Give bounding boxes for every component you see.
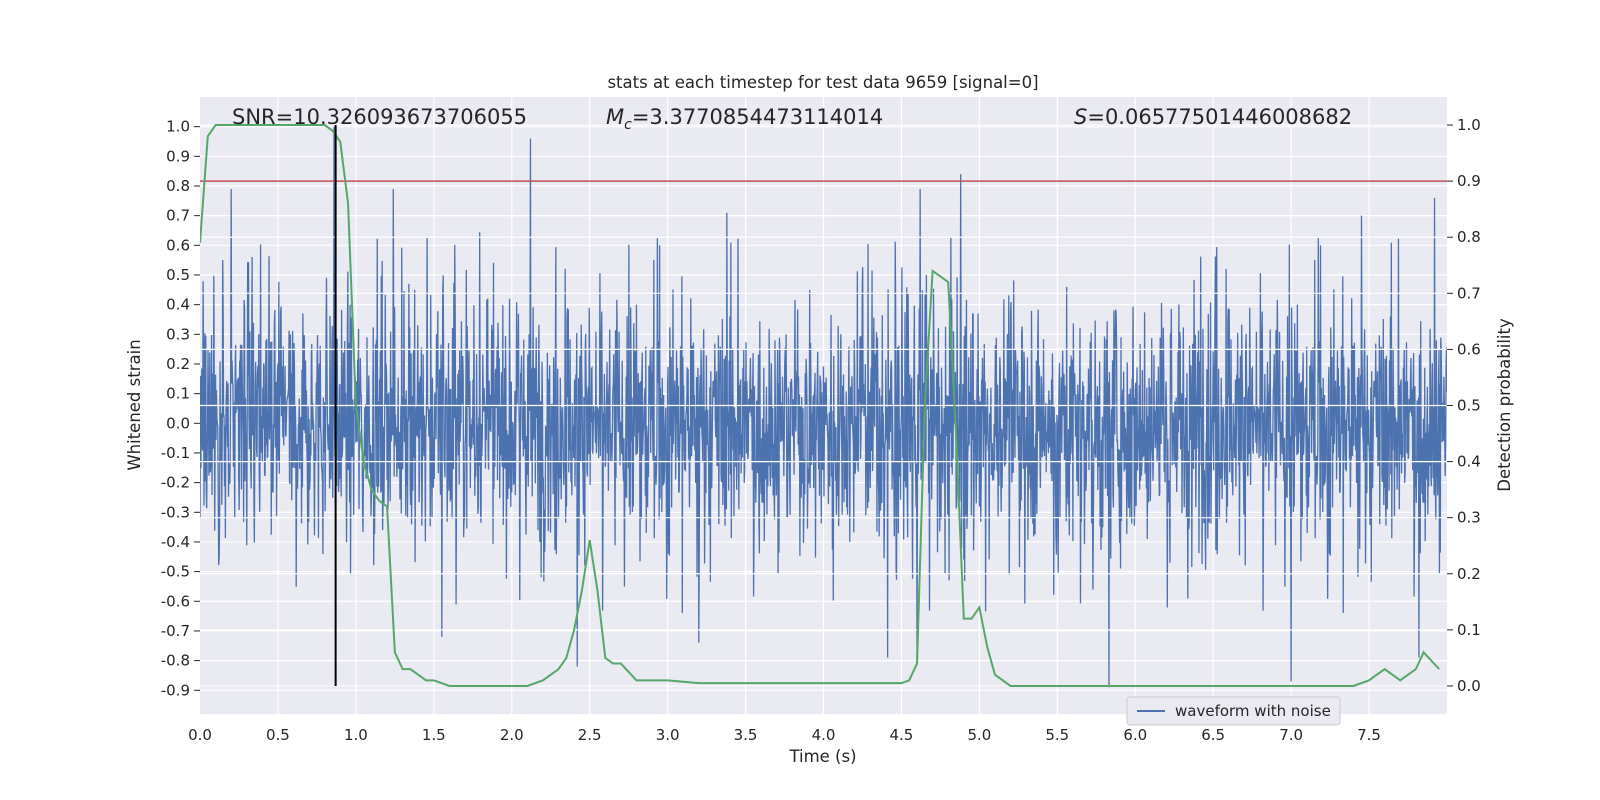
y-tick-label: 0.2: [166, 355, 190, 373]
chart-title: stats at each timestep for test data 965…: [607, 73, 1038, 92]
y2-tick-label: 0.9: [1457, 172, 1481, 190]
detection-probability-line: [200, 124, 1440, 687]
x-axis-ticks: 0.0 0.5 1.0 1.5 2.0 2.5 3.0 3.5 4.0 4.5 5.0 5.5 6.0 6…: [188, 726, 1381, 744]
x-tick-label: 3.0: [656, 726, 680, 744]
x-tick-label: 5.5: [1045, 726, 1069, 744]
y-tick-label: -0.1: [161, 444, 190, 462]
x-tick-label: 4.0: [812, 726, 836, 744]
y-tick-label: 0.4: [166, 296, 190, 314]
chirp-mass-subscript: c: [624, 117, 632, 133]
y2-tick-label: 0.5: [1457, 397, 1481, 415]
y2-tick-label: 0.2: [1457, 565, 1481, 583]
y-tick-label: -0.7: [161, 622, 190, 640]
y-tick-label: -0.5: [161, 563, 190, 581]
y-tick-label: 0.9: [166, 147, 190, 165]
x-tick-label: 5.0: [967, 726, 991, 744]
x-tick-label: 7.0: [1279, 726, 1303, 744]
y-axis-label: Whitened strain: [125, 339, 144, 470]
y2-tick-label: 1.0: [1457, 116, 1481, 134]
x-tick-label: 7.5: [1357, 726, 1381, 744]
y2-axis-ticks: 1.0 0.9 0.8 0.7 0.6 0.5 0.4 0.3 0.2 0.1 0.0: [1447, 116, 1481, 695]
strain-series-line: [200, 126, 1447, 688]
legend-label: waveform with noise: [1175, 702, 1331, 720]
y-tick-label: -0.8: [161, 652, 190, 670]
y2-tick-label: 0.7: [1457, 284, 1481, 302]
chirp-mass-symbol: M: [606, 105, 624, 129]
x-tick-label: 1.5: [422, 726, 446, 744]
y2-tick-label: 0.6: [1457, 340, 1481, 358]
legend-box: [1126, 696, 1341, 726]
x-tick-label: 3.5: [734, 726, 758, 744]
y-tick-label: -0.2: [161, 474, 190, 492]
legend: waveform with noise: [1126, 696, 1341, 726]
y2-tick-label: 0.1: [1457, 621, 1481, 639]
y-tick-label: -0.6: [161, 592, 190, 610]
y-tick-label: 0.3: [166, 325, 190, 343]
y-tick-label: -0.3: [161, 503, 190, 521]
x-tick-label: 6.0: [1123, 726, 1147, 744]
snr-annotation: SNR=10.326093673706055: [232, 105, 527, 129]
x-tick-label: 2.0: [500, 726, 524, 744]
y-tick-label: -0.9: [161, 681, 190, 699]
y-tick-label: 1.0: [166, 118, 190, 136]
y-tick-label: 0.0: [166, 414, 190, 432]
y-axis-ticks: 1.0 0.9 0.8 0.7 0.6 0.5 0.4 0.3 0.2 0.1 0.0 -0.1 -0.…: [161, 118, 200, 699]
s-annotation: S=0.06577501446008682: [1074, 105, 1352, 129]
x-tick-label: 4.5: [890, 726, 914, 744]
y2-tick-label: 0.0: [1457, 677, 1481, 695]
y-tick-label: 0.1: [166, 385, 190, 403]
chirp-mass-value: =3.3770854473114014: [632, 105, 883, 129]
y-tick-label: 0.5: [166, 266, 190, 284]
x-tick-label: 0.0: [188, 726, 212, 744]
s-value: =0.06577501446008682: [1087, 105, 1352, 129]
y-tick-label: 0.6: [166, 236, 190, 254]
chirp-mass-annotation: Mc=3.3770854473114014: [606, 105, 883, 133]
y2-tick-label: 0.3: [1457, 509, 1481, 527]
y2-tick-label: 0.4: [1457, 453, 1481, 471]
y2-axis-label: Detection probability: [1495, 318, 1514, 492]
x-tick-label: 2.5: [578, 726, 602, 744]
x-tick-label: 0.5: [266, 726, 290, 744]
x-tick-label: 1.0: [344, 726, 368, 744]
x-axis-label: Time (s): [788, 747, 856, 766]
y2-tick-label: 0.8: [1457, 228, 1481, 246]
y-tick-label: 0.8: [166, 177, 190, 195]
s-symbol: S: [1074, 105, 1087, 129]
y-tick-label: 0.7: [166, 207, 190, 225]
y-tick-label: -0.4: [161, 533, 190, 551]
x-tick-label: 6.5: [1201, 726, 1225, 744]
